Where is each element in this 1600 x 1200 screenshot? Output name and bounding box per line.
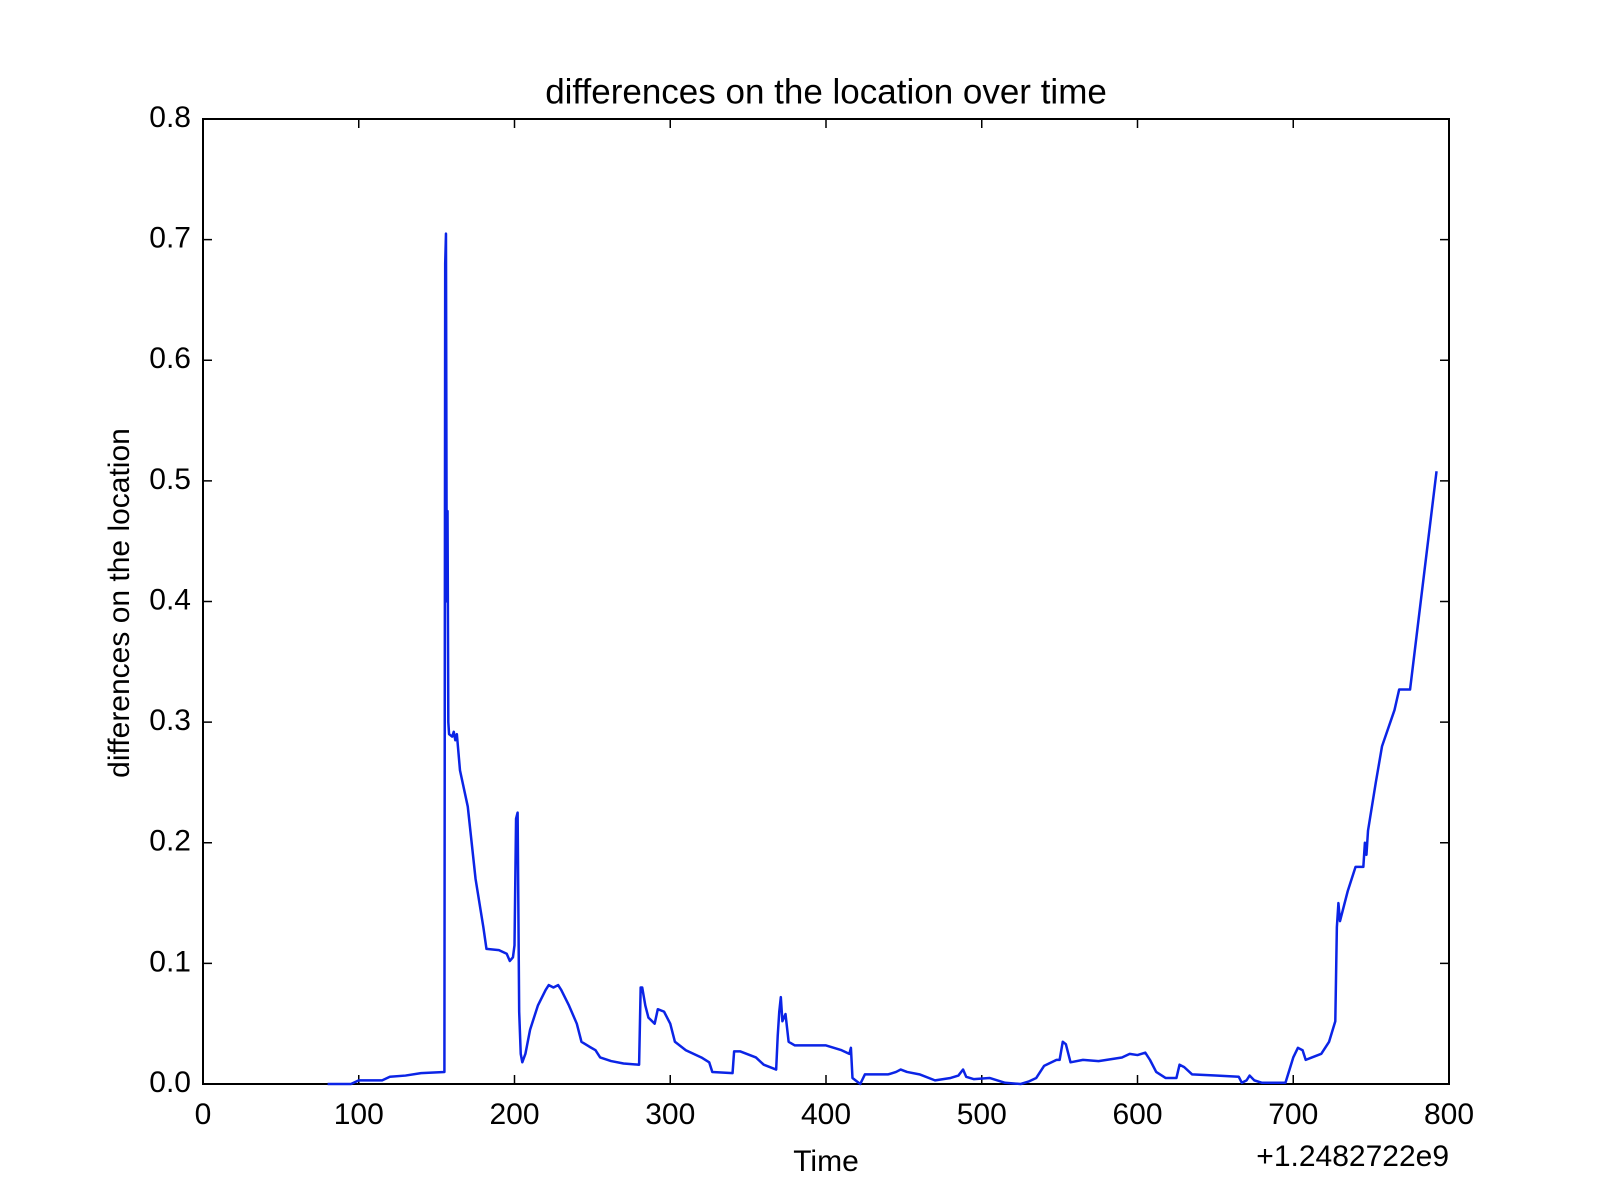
- y-tick-label: 0.8: [149, 101, 191, 134]
- x-tick-label: 500: [957, 1098, 1007, 1131]
- data-line: [327, 232, 1438, 1086]
- y-tick-label: 0.2: [149, 825, 191, 858]
- x-tick-label: 300: [645, 1098, 695, 1131]
- x-tick-label: 100: [334, 1098, 384, 1131]
- x-tick-label: 400: [801, 1098, 851, 1131]
- chart-title: differences on the location over time: [545, 72, 1107, 111]
- x-tick-label: 800: [1424, 1098, 1474, 1131]
- y-tick-label: 0.6: [149, 342, 191, 375]
- x-tick-label: 600: [1112, 1098, 1162, 1131]
- x-offset-label: +1.2482722e9: [1256, 1140, 1449, 1173]
- y-tick-label: 0.1: [149, 945, 191, 978]
- x-tick-label: 0: [195, 1098, 212, 1131]
- x-tick-label: 700: [1268, 1098, 1318, 1131]
- y-tick-label: 0.5: [149, 463, 191, 496]
- x-tick-label: 200: [489, 1098, 539, 1131]
- y-tick-label: 0.4: [149, 583, 191, 616]
- y-tick-label: 0.7: [149, 222, 191, 255]
- plot-frame: [202, 118, 1450, 1085]
- x-axis-label: Time: [793, 1145, 859, 1178]
- y-tick-label: 0.0: [149, 1066, 191, 1099]
- y-tick-label: 0.3: [149, 704, 191, 737]
- y-axis-label: differences on the location: [103, 428, 136, 778]
